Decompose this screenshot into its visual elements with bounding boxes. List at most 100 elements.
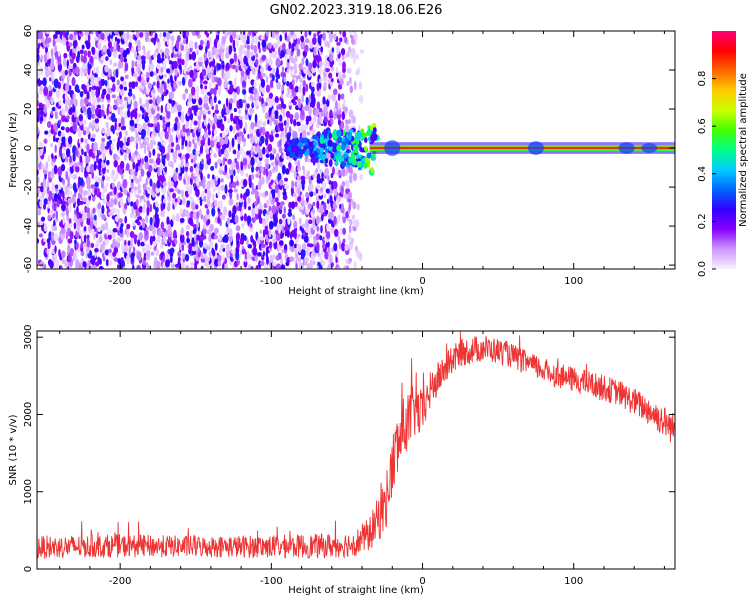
spectrogram-cell	[79, 229, 83, 237]
spectrogram-cell	[87, 50, 91, 58]
spectrogram-cell	[249, 107, 255, 114]
spectrogram-cell	[184, 209, 190, 217]
spectrogram-cell	[190, 86, 196, 96]
spectrogram-cell	[115, 31, 119, 35]
spectrogram-cell	[271, 196, 276, 203]
spectrogram-cell	[336, 266, 341, 269]
spectrogram-cell	[297, 37, 301, 46]
spectrogram-cell	[224, 135, 229, 145]
spectrogram-cell	[294, 111, 300, 121]
spectrogram-cell	[258, 205, 263, 210]
spectrogram-cell	[38, 102, 44, 110]
spectrogram-cell	[264, 112, 269, 120]
spectrogram-burst-cell	[355, 140, 360, 146]
spectrogram-cell	[97, 256, 101, 262]
spectrogram-cell	[262, 251, 266, 257]
spectrogram-cell	[134, 81, 139, 87]
spectrogram-cell	[38, 141, 44, 149]
spectrogram-cell	[163, 81, 167, 92]
spectrogram-cell	[268, 220, 274, 230]
spectrogram-cell	[244, 42, 248, 49]
spectrogram-cell	[348, 118, 352, 125]
spectrogram-cell	[231, 64, 237, 70]
spectrogram-cell	[248, 264, 252, 269]
spectrogram-cell	[155, 157, 161, 166]
spectrogram-cell	[195, 204, 199, 210]
spectrogram-cell	[133, 100, 138, 109]
spectrogram-cell	[228, 145, 232, 153]
spectrogram-cell	[265, 58, 269, 64]
spectrogram-cell	[150, 37, 156, 43]
spectrogram-cell	[343, 265, 346, 269]
spectrogram-cell	[203, 80, 208, 85]
y-tick-label: 0	[23, 145, 34, 151]
spectrogram-cell	[241, 80, 247, 88]
spectrogram-cell	[288, 201, 292, 209]
spectrogram-cell	[42, 177, 47, 188]
spectrogram-cell	[214, 227, 219, 235]
spectrogram-cell	[122, 266, 126, 269]
spectrogram-cell	[43, 198, 49, 205]
spectrogram-cell	[83, 225, 87, 232]
spectrogram-cell	[255, 66, 259, 73]
spectrogram-cell	[145, 31, 149, 40]
spectrogram-burst-cell	[363, 162, 368, 169]
spectrogram-cell	[253, 87, 258, 96]
spectrogram-cell	[54, 110, 58, 118]
spectrogram-cell	[255, 53, 259, 58]
spectrogram-frame	[36, 30, 676, 270]
spectrogram-cell	[271, 31, 275, 39]
spectrogram-cell	[46, 31, 50, 35]
spectrogram-cell	[58, 119, 62, 125]
spectrogram-cell	[274, 31, 280, 35]
spectrogram-cell	[40, 216, 46, 222]
spectrogram-cell	[304, 226, 310, 233]
spectrogram-cell	[131, 264, 135, 269]
spectrogram-cell	[234, 214, 239, 224]
spectrogram-cell	[144, 230, 149, 236]
spectrogram-cell	[350, 35, 355, 45]
spectrogram-cell	[188, 93, 193, 101]
spectrogram-cell	[358, 252, 363, 262]
spectrogram-cell	[251, 216, 256, 224]
spectrogram-cell	[254, 206, 260, 215]
spectrogram-cell	[270, 78, 274, 88]
spectrogram-cell	[278, 46, 281, 56]
spectrogram-cell	[320, 46, 324, 53]
spectrogram-cell	[51, 73, 55, 82]
spectrogram-cell	[167, 202, 171, 207]
spectrogram-cell	[67, 197, 73, 205]
spectrogram-cell	[257, 160, 263, 167]
spectrogram-cell	[259, 229, 263, 234]
spectrogram-cell	[177, 196, 181, 204]
spectrogram-cell	[307, 203, 312, 210]
spectrogram-cell	[247, 244, 253, 249]
spectrogram-cell	[325, 188, 331, 194]
spectrogram-cell	[171, 161, 174, 169]
spectrogram-cell	[107, 40, 112, 49]
spectrogram-cell	[244, 121, 248, 131]
spectrogram-cell	[270, 161, 275, 167]
spectrogram-cell	[294, 201, 298, 208]
spectrogram-cell	[178, 80, 182, 86]
spectrogram-cell	[243, 199, 247, 210]
spectrogram-cell	[188, 217, 194, 225]
spectrogram-cell	[180, 59, 185, 66]
spectrogram-cell	[343, 106, 349, 113]
spectrogram-cell	[267, 143, 273, 152]
spectrogram-cell	[126, 192, 131, 198]
spectrogram-cell	[90, 79, 95, 87]
spectrogram-cell	[39, 200, 43, 208]
spectrogram-cell	[142, 45, 146, 51]
spectrogram-cell	[90, 103, 96, 114]
spectrogram-cell	[72, 93, 76, 99]
spectrogram-cell	[79, 31, 82, 35]
spectrogram-cell	[261, 54, 267, 61]
spectrogram-cell	[279, 114, 283, 122]
spectrogram-cell	[49, 77, 52, 82]
colorbar-gradient	[712, 31, 736, 269]
spectrogram-cell	[198, 97, 203, 106]
spectrogram-cell	[118, 198, 124, 203]
spectrogram-cell	[61, 200, 67, 206]
